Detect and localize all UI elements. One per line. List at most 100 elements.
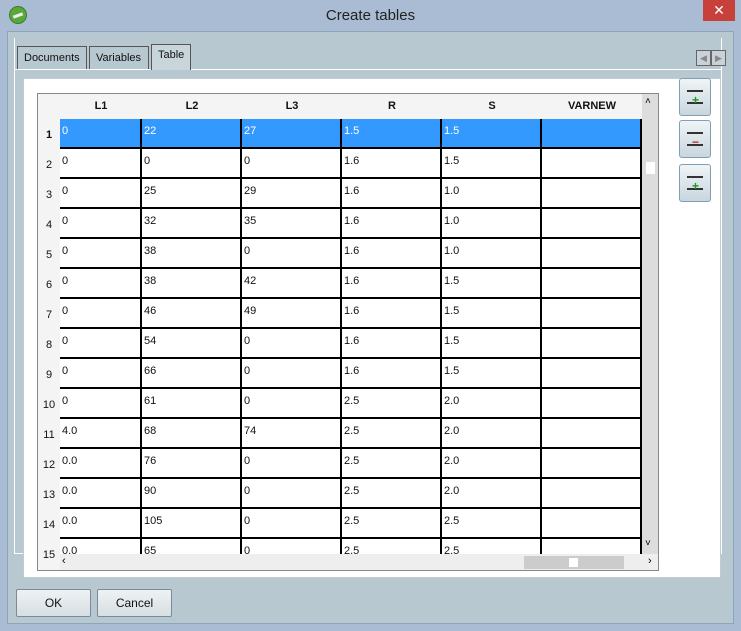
table-cell[interactable]: 2.0 <box>442 479 542 509</box>
table-cell[interactable]: 0 <box>242 509 342 539</box>
row-header[interactable]: 14 <box>42 519 56 531</box>
table-cell[interactable]: 49 <box>242 299 342 329</box>
row-header[interactable]: 2 <box>45 159 53 171</box>
row-header[interactable]: 9 <box>45 369 53 381</box>
table-cell[interactable]: 105 <box>142 509 242 539</box>
table-cell[interactable] <box>542 149 642 179</box>
table-cell[interactable]: 1.6 <box>342 329 442 359</box>
table-cell[interactable]: 1.6 <box>342 239 442 269</box>
table-cell[interactable]: 1.5 <box>442 329 542 359</box>
table-cell[interactable]: 1.6 <box>342 269 442 299</box>
table-cell[interactable]: 1.5 <box>442 119 542 149</box>
row-header[interactable]: 7 <box>45 309 53 321</box>
table-cell[interactable] <box>542 209 642 239</box>
table-cell[interactable]: 1.0 <box>442 209 542 239</box>
table-cell[interactable]: 1.6 <box>342 209 442 239</box>
table-cell[interactable]: 32 <box>142 209 242 239</box>
table-cell[interactable]: 0 <box>142 149 242 179</box>
table-cell[interactable]: 22 <box>142 119 242 149</box>
horizontal-scrollbar[interactable]: ‹ › <box>60 554 658 570</box>
table-cell[interactable]: 1.0 <box>442 179 542 209</box>
table-cell[interactable]: 0 <box>60 179 142 209</box>
tab-scroll-right-icon[interactable]: ▶ <box>711 50 726 66</box>
table-cell[interactable]: 0 <box>60 149 142 179</box>
table-cell[interactable] <box>542 119 642 149</box>
row-header[interactable]: 13 <box>42 489 56 501</box>
scroll-left-icon[interactable]: ‹ <box>62 555 66 567</box>
scroll-right-icon[interactable]: › <box>648 555 652 567</box>
column-header[interactable]: L2 <box>185 100 199 112</box>
column-header[interactable]: L3 <box>285 100 299 112</box>
table-cell[interactable]: 4.0 <box>60 419 142 449</box>
table-cell[interactable]: 0.0 <box>60 449 142 479</box>
table-cell[interactable] <box>542 179 642 209</box>
table-cell[interactable]: 1.0 <box>442 239 542 269</box>
table-cell[interactable]: 0 <box>242 479 342 509</box>
table-cell[interactable]: 25 <box>142 179 242 209</box>
column-header[interactable]: L1 <box>94 100 108 112</box>
table-cell[interactable]: 0 <box>60 359 142 389</box>
column-header[interactable]: S <box>488 100 496 112</box>
row-header[interactable]: 11 <box>43 429 55 441</box>
table-cell[interactable]: 68 <box>142 419 242 449</box>
table-cell[interactable] <box>542 389 642 419</box>
table-cell[interactable]: 0 <box>242 329 342 359</box>
table-cell[interactable]: 35 <box>242 209 342 239</box>
insert-row-button[interactable]: + <box>679 164 711 202</box>
vertical-scrollbar[interactable]: ˄ ˅ <box>642 94 658 554</box>
table-cell[interactable]: 0 <box>242 389 342 419</box>
table-cell[interactable]: 61 <box>142 389 242 419</box>
close-button[interactable]: ✕ <box>703 0 735 21</box>
row-header[interactable]: 12 <box>42 459 56 471</box>
table-cell[interactable] <box>542 329 642 359</box>
table-cell[interactable]: 2.0 <box>442 389 542 419</box>
tab-documents[interactable]: Documents <box>17 46 87 69</box>
table-cell[interactable] <box>542 239 642 269</box>
table-cell[interactable]: 1.6 <box>342 179 442 209</box>
scroll-thumb[interactable] <box>646 162 655 174</box>
table-cell[interactable]: 0 <box>242 359 342 389</box>
table-cell[interactable]: 0 <box>242 449 342 479</box>
table-cell[interactable]: 2.5 <box>342 419 442 449</box>
tab-table[interactable]: Table <box>151 44 191 70</box>
table-cell[interactable] <box>542 449 642 479</box>
row-header[interactable]: 3 <box>45 189 53 201</box>
hscroll-thumb[interactable] <box>524 556 624 569</box>
tab-scroll-left-icon[interactable]: ◀ <box>696 50 711 66</box>
ok-button[interactable]: OK <box>16 589 91 617</box>
scroll-down-icon[interactable]: ˅ <box>645 538 651 549</box>
table-cell[interactable]: 0 <box>60 239 142 269</box>
table-cell[interactable]: 2.5 <box>342 389 442 419</box>
table-cell[interactable]: 42 <box>242 269 342 299</box>
table-cell[interactable]: 2.5 <box>342 449 442 479</box>
table-cell[interactable]: 0.0 <box>60 479 142 509</box>
table-cell[interactable]: 0 <box>60 269 142 299</box>
table-cell[interactable]: 0.0 <box>60 509 142 539</box>
table-cell[interactable] <box>542 509 642 539</box>
table-cell[interactable]: 0 <box>60 119 142 149</box>
table-cell[interactable]: 29 <box>242 179 342 209</box>
table-cell[interactable]: 46 <box>142 299 242 329</box>
table-cell[interactable]: 1.5 <box>442 299 542 329</box>
table-cell[interactable] <box>542 419 642 449</box>
table-cell[interactable]: 1.6 <box>342 359 442 389</box>
table-cell[interactable]: 27 <box>242 119 342 149</box>
table-cell[interactable] <box>542 299 642 329</box>
table-cell[interactable]: 54 <box>142 329 242 359</box>
table-cell[interactable]: 0 <box>242 239 342 269</box>
table-cell[interactable]: 0 <box>60 389 142 419</box>
add-row-button[interactable]: + <box>679 78 711 116</box>
table-cell[interactable]: 2.5 <box>442 509 542 539</box>
delete-row-button[interactable]: − <box>679 120 711 158</box>
data-grid[interactable]: 2.5 2.5 0 65 0.0 2.5 2.5 0 105 0.0 2.0 2.5 0 90 0.0 2.0… <box>37 93 659 571</box>
row-header[interactable]: 1 <box>45 129 53 141</box>
table-cell[interactable]: 1.5 <box>442 269 542 299</box>
table-cell[interactable]: 90 <box>142 479 242 509</box>
table-cell[interactable]: 76 <box>142 449 242 479</box>
row-header[interactable]: 4 <box>45 219 53 231</box>
column-header[interactable]: VARNEW <box>567 100 617 112</box>
table-cell[interactable]: 2.5 <box>342 509 442 539</box>
table-cell[interactable]: 38 <box>142 239 242 269</box>
scroll-up-icon[interactable]: ˄ <box>645 96 651 107</box>
table-cell[interactable]: 0 <box>242 149 342 179</box>
